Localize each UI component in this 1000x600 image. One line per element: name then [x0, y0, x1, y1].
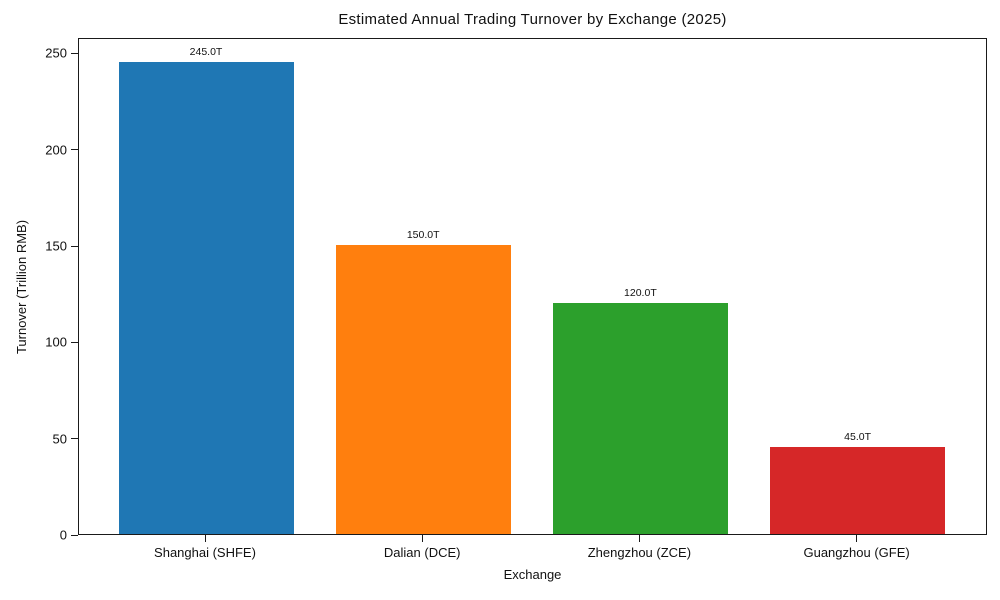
bar-guangzhou-gfe	[770, 447, 946, 534]
x-axis-tick-label: Guangzhou (GFE)	[803, 545, 910, 560]
y-axis-tick-mark	[71, 534, 78, 536]
bar-value-label: 120.0T	[624, 286, 657, 299]
y-axis-tick-label: 150	[45, 238, 67, 254]
y-axis-tick-label: 200	[45, 142, 67, 158]
x-axis-tick-label: Shanghai (SHFE)	[154, 545, 256, 560]
y-axis-tick-mark	[71, 341, 78, 343]
x-axis-label: Exchange	[503, 567, 562, 582]
y-axis-tick-label: 100	[45, 334, 67, 350]
x-axis-tick-label: Zhengzhou (ZCE)	[587, 545, 692, 560]
y-axis-tick-label: 250	[45, 45, 67, 61]
bar-dalian-dce	[335, 245, 511, 534]
y-axis-tick-label: 0	[59, 527, 67, 543]
chart-title: Estimated Annual Trading Turnover by Exc…	[338, 11, 727, 28]
bar-value-label: 150.0T	[406, 229, 440, 242]
x-axis-tick-mark	[856, 535, 858, 542]
x-axis-tick-label: Dalian (DCE)	[383, 545, 461, 560]
y-axis-tick-mark	[71, 52, 78, 54]
y-axis-tick-mark	[71, 438, 78, 440]
x-axis-tick-mark	[204, 535, 206, 542]
bar-value-label: 245.0T	[189, 46, 223, 59]
y-axis-tick-label: 50	[52, 431, 67, 447]
y-axis-tick-mark	[71, 149, 78, 151]
x-axis-tick-mark	[638, 535, 640, 542]
bar-shanghai-shfe	[118, 62, 294, 534]
x-axis-tick-mark	[421, 535, 423, 542]
bar-value-label: 45.0T	[844, 431, 872, 444]
y-axis-tick-mark	[71, 245, 78, 247]
plot-area: 245.0T 150.0T 120.0T 45.0T	[78, 38, 987, 535]
bar-zhengzhou-zce	[552, 302, 728, 534]
